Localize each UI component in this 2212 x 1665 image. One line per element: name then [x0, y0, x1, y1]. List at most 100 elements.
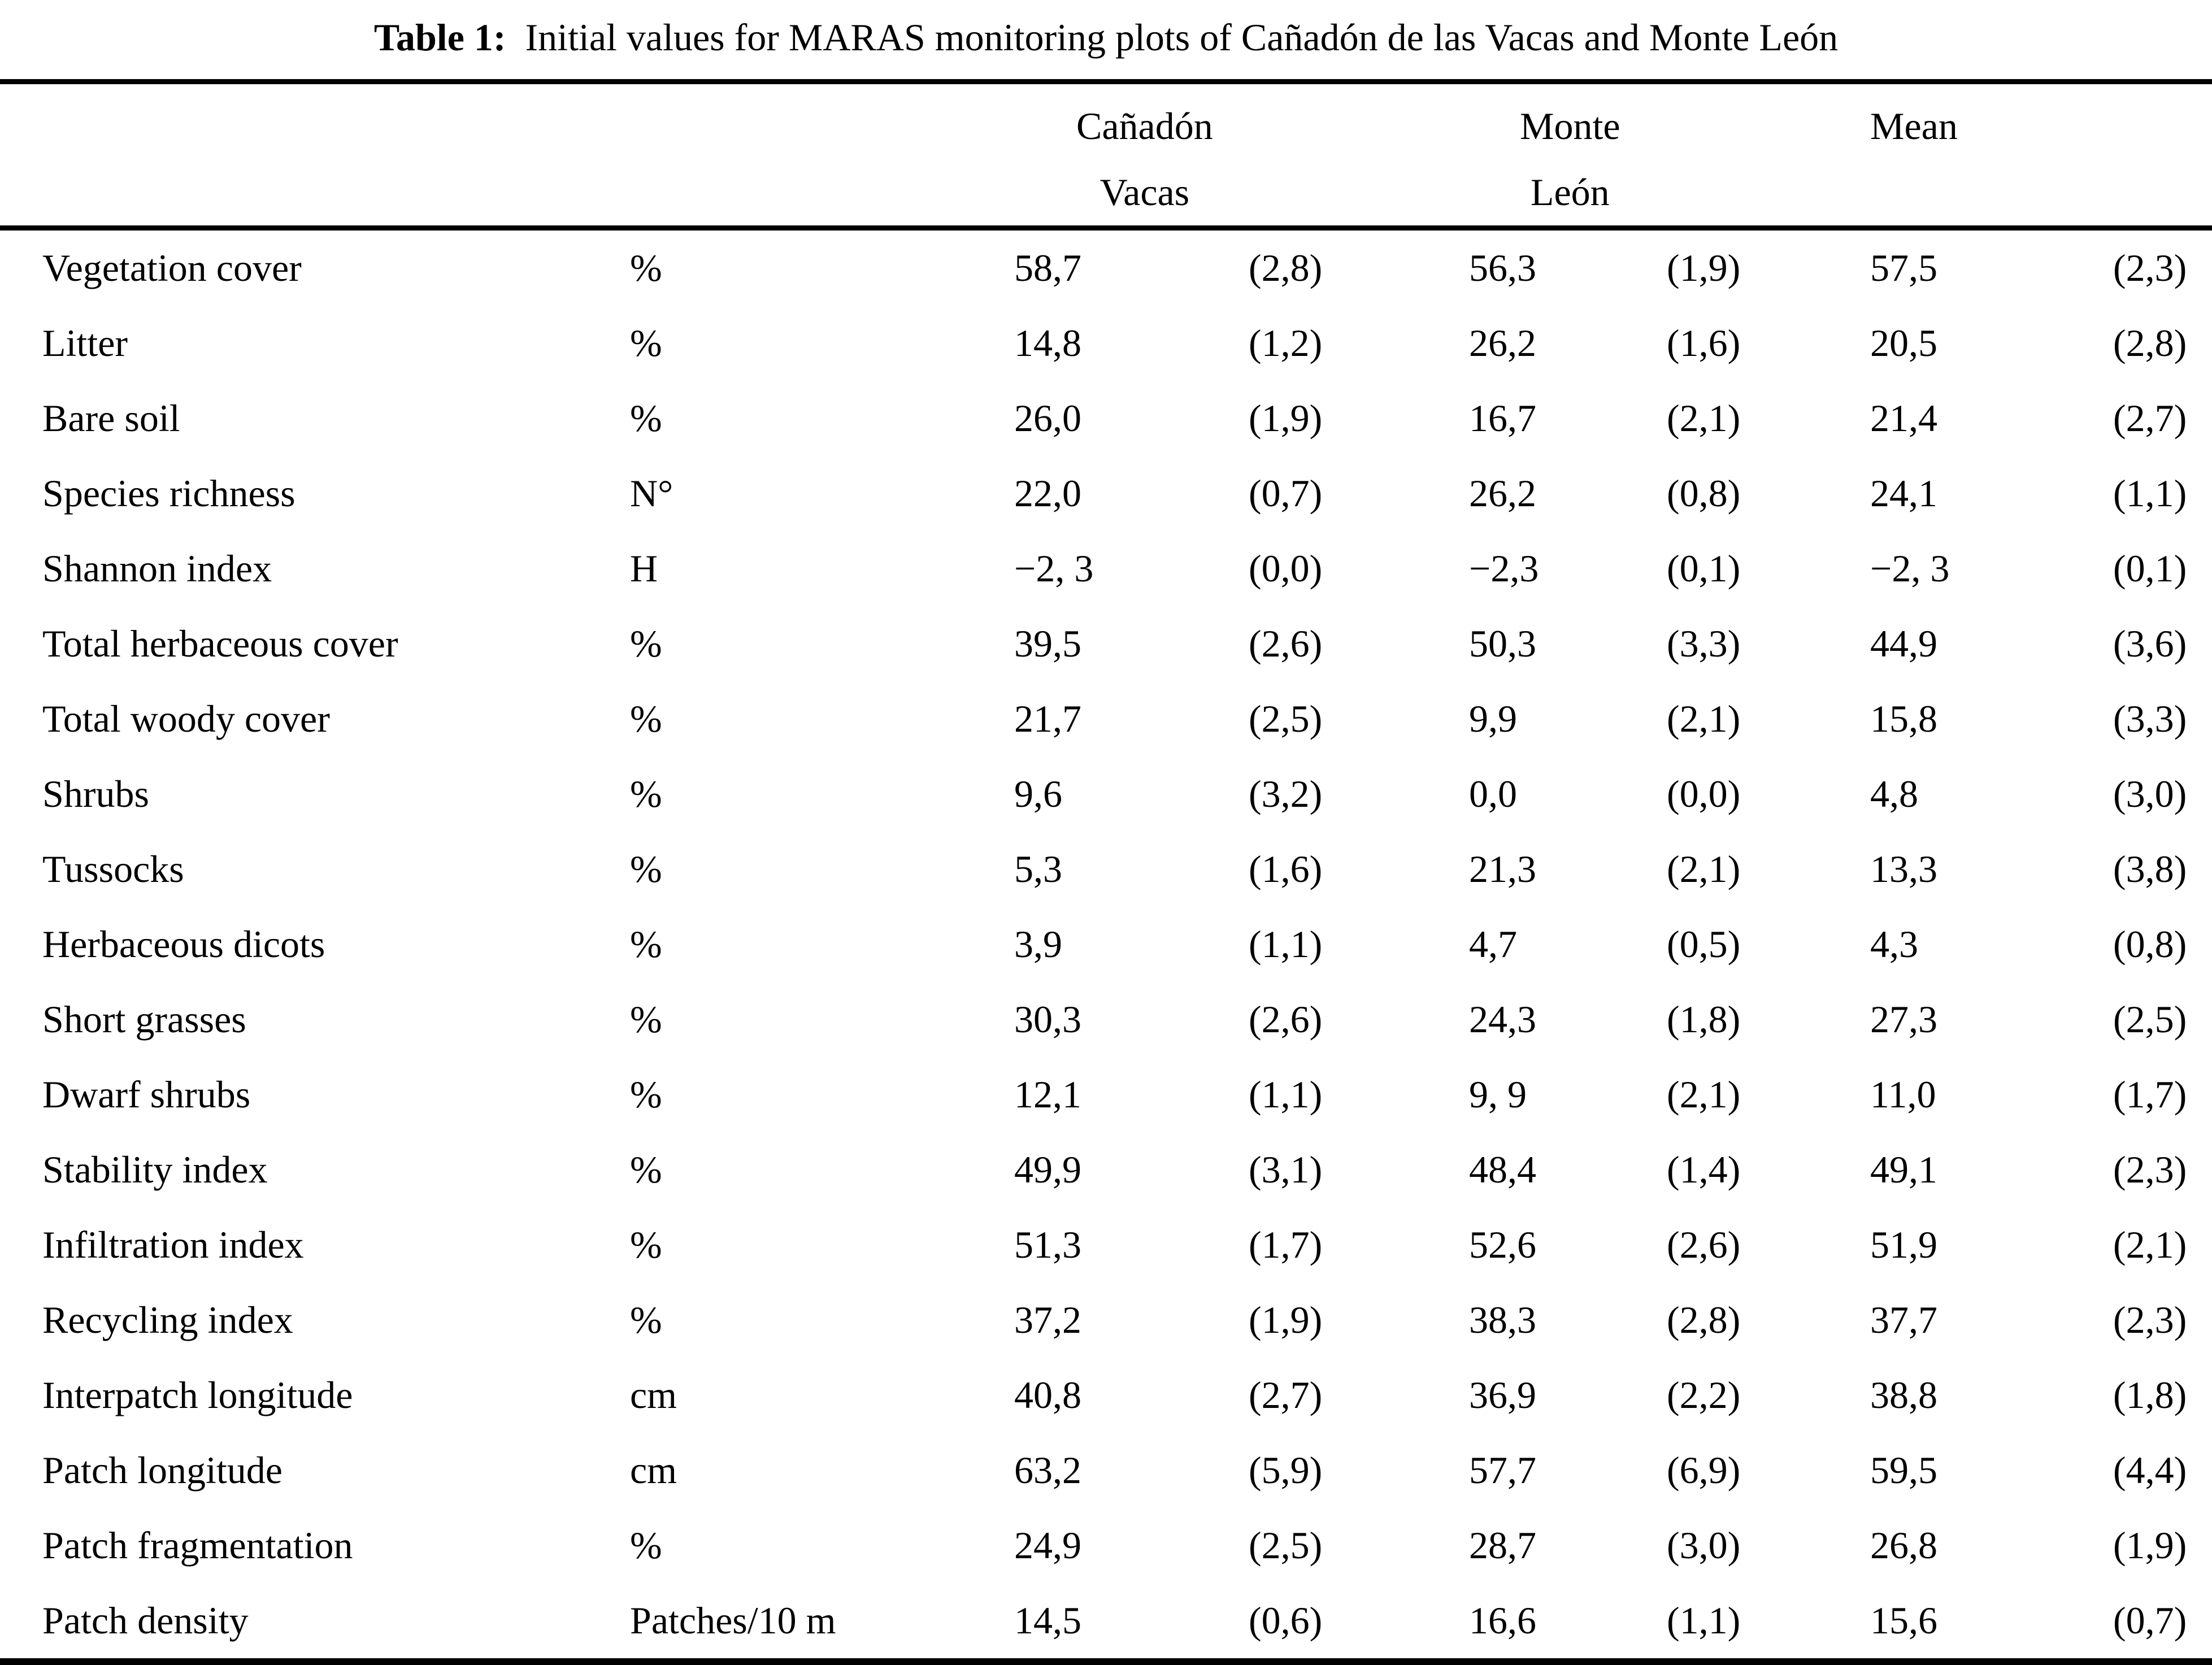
- canadon-vacas-se: (0,7): [1249, 472, 1323, 515]
- row-label: Total woody cover: [42, 697, 330, 740]
- canadon-vacas-se: (1,9): [1249, 1298, 1323, 1341]
- column-header-canadon-vacas: Cañadón Vacas: [1076, 93, 1213, 225]
- mean-se: (2,8): [2113, 321, 2187, 364]
- table-row: Infiltration index % 51,3 (1,7) 52,6 (2,…: [0, 1207, 2212, 1283]
- mean-se: (1,8): [2113, 1373, 2187, 1416]
- row-label: Total herbaceous cover: [42, 622, 398, 665]
- canadon-vacas-se: (1,1): [1249, 923, 1323, 966]
- table-row: Patch longitude cm 63,2 (5,9) 57,7 (6,9)…: [0, 1433, 2212, 1508]
- row-unit: %: [630, 622, 662, 665]
- row-label: Species richness: [42, 472, 295, 515]
- table-row: Vegetation cover % 58,7 (2,8) 56,3 (1,9)…: [0, 228, 2212, 306]
- monte-leon-se: (2,6): [1667, 1223, 1741, 1266]
- monte-leon-value: 9,9: [1469, 697, 1517, 740]
- monte-leon-se: (2,1): [1667, 1073, 1741, 1116]
- row-label: Short grasses: [42, 998, 246, 1041]
- monte-leon-se: (3,3): [1667, 622, 1741, 665]
- table-caption: Table 1: Initial values for MARAS monitor…: [0, 0, 2212, 79]
- column-header-vacas: Vacas: [1100, 171, 1190, 214]
- data-table: Cañadón Vacas Monte León Mean Vegetation…: [0, 79, 2212, 1665]
- mean-se: (1,7): [2113, 1073, 2187, 1116]
- row-unit: %: [630, 1148, 662, 1191]
- mean-value: 20,5: [1870, 321, 1938, 364]
- column-header-monte: Monte: [1520, 105, 1620, 147]
- canadon-vacas-value: 39,5: [1014, 622, 1081, 665]
- mean-value: 15,6: [1870, 1599, 1938, 1642]
- monte-leon-value: 9, 9: [1469, 1073, 1527, 1116]
- row-unit: %: [630, 772, 662, 815]
- monte-leon-se: (6,9): [1667, 1449, 1741, 1492]
- row-unit: %: [630, 998, 662, 1041]
- mean-se: (1,1): [2113, 472, 2187, 515]
- mean-value: 21,4: [1870, 397, 1938, 440]
- row-label: Stability index: [42, 1148, 268, 1191]
- table-header: Cañadón Vacas Monte León Mean: [0, 81, 2212, 231]
- monte-leon-value: 26,2: [1469, 321, 1536, 364]
- row-label: Infiltration index: [42, 1223, 304, 1266]
- monte-leon-value: 52,6: [1469, 1223, 1536, 1266]
- canadon-vacas-value: 14,8: [1014, 321, 1081, 364]
- canadon-vacas-value: 5,3: [1014, 847, 1062, 890]
- monte-leon-se: (1,4): [1667, 1148, 1741, 1191]
- row-label: Herbaceous dicots: [42, 923, 325, 966]
- table-row: Species richness N° 22,0 (0,7) 26,2 (0,8…: [0, 456, 2212, 531]
- canadon-vacas-value: 12,1: [1014, 1073, 1081, 1116]
- mean-value: 26,8: [1870, 1524, 1938, 1567]
- row-label: Recycling index: [42, 1298, 293, 1341]
- canadon-vacas-value: 37,2: [1014, 1298, 1081, 1341]
- table-row: Patch density Patches/10 m 14,5 (0,6) 16…: [0, 1583, 2212, 1662]
- monte-leon-se: (0,8): [1667, 472, 1741, 515]
- canadon-vacas-value: 49,9: [1014, 1148, 1081, 1191]
- mean-se: (0,8): [2113, 923, 2187, 966]
- canadon-vacas-se: (2,5): [1249, 697, 1323, 740]
- row-unit: %: [630, 246, 662, 289]
- canadon-vacas-value: 22,0: [1014, 472, 1081, 515]
- monte-leon-se: (2,1): [1667, 697, 1741, 740]
- mean-se: (2,1): [2113, 1223, 2187, 1266]
- mean-se: (3,3): [2113, 697, 2187, 740]
- canadon-vacas-se: (3,1): [1249, 1148, 1323, 1191]
- monte-leon-value: 21,3: [1469, 847, 1536, 890]
- table-row: Shannon index H −2, 3 (0,0) −2,3 (0,1) −…: [0, 531, 2212, 606]
- table-row: Bare soil % 26,0 (1,9) 16,7 (2,1) 21,4 (…: [0, 381, 2212, 456]
- row-label: Interpatch longitude: [42, 1373, 353, 1416]
- row-label: Shannon index: [42, 547, 272, 590]
- monte-leon-se: (3,0): [1667, 1524, 1741, 1567]
- mean-se: (2,3): [2113, 246, 2187, 289]
- mean-value: 49,1: [1870, 1148, 1938, 1191]
- mean-se: (4,4): [2113, 1449, 2187, 1492]
- monte-leon-value: 24,3: [1469, 998, 1536, 1041]
- row-label: Vegetation cover: [42, 246, 302, 289]
- table-row: Short grasses % 30,3 (2,6) 24,3 (1,8) 27…: [0, 982, 2212, 1057]
- monte-leon-se: (1,6): [1667, 321, 1741, 364]
- monte-leon-value: 48,4: [1469, 1148, 1536, 1191]
- row-label: Patch longitude: [42, 1449, 283, 1492]
- monte-leon-value: 0,0: [1469, 772, 1517, 815]
- canadon-vacas-se: (3,2): [1249, 772, 1323, 815]
- monte-leon-value: 57,7: [1469, 1449, 1536, 1492]
- canadon-vacas-value: 26,0: [1014, 397, 1081, 440]
- mean-value: 15,8: [1870, 697, 1938, 740]
- monte-leon-value: 50,3: [1469, 622, 1536, 665]
- row-unit: H: [630, 547, 658, 590]
- mean-value: 59,5: [1870, 1449, 1938, 1492]
- row-label: Patch fragmentation: [42, 1524, 353, 1567]
- table-row: Dwarf shrubs % 12,1 (1,1) 9, 9 (2,1) 11,…: [0, 1057, 2212, 1132]
- mean-value: 4,8: [1870, 772, 1919, 815]
- canadon-vacas-value: 40,8: [1014, 1373, 1081, 1416]
- canadon-vacas-se: (2,6): [1249, 622, 1323, 665]
- table-row: Shrubs % 9,6 (3,2) 0,0 (0,0) 4,8 (3,0): [0, 757, 2212, 832]
- mean-value: −2, 3: [1870, 547, 1950, 590]
- monte-leon-se: (1,1): [1667, 1599, 1741, 1642]
- row-unit: %: [630, 321, 662, 364]
- canadon-vacas-value: 30,3: [1014, 998, 1081, 1041]
- table-row: Recycling index % 37,2 (1,9) 38,3 (2,8) …: [0, 1283, 2212, 1358]
- canadon-vacas-se: (2,5): [1249, 1524, 1323, 1567]
- canadon-vacas-se: (1,1): [1249, 1073, 1323, 1116]
- column-header-monte-leon: Monte León: [1520, 93, 1620, 225]
- monte-leon-se: (1,8): [1667, 998, 1741, 1041]
- table-caption-text: Initial values for MARAS monitoring plot…: [525, 16, 1839, 59]
- canadon-vacas-value: 3,9: [1014, 923, 1062, 966]
- header-site2-cell: Monte León: [1469, 81, 1871, 231]
